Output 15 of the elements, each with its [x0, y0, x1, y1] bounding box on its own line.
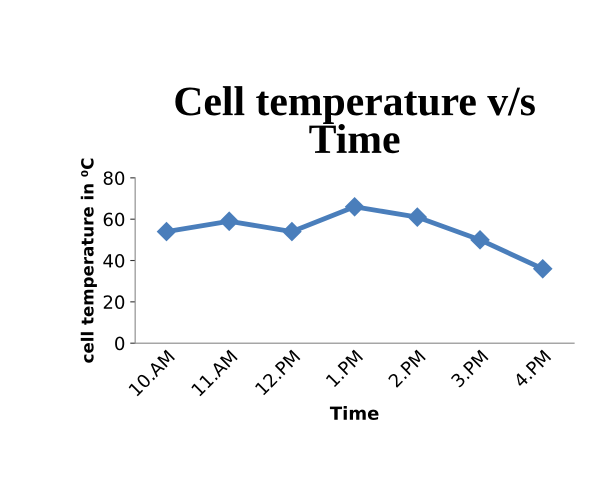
point [282, 222, 302, 242]
y-tick-label: 40 [103, 254, 124, 268]
point [220, 212, 239, 231]
chart-title: Cell temperature v/s Time [175, 86, 535, 154]
y-tick-label: 80 [104, 171, 124, 185]
point [470, 230, 490, 250]
y-tick-label: 20 [104, 295, 124, 309]
y-axis-title: cell temperature in ⁰C [80, 158, 97, 363]
point [345, 197, 364, 216]
x-axis-title: Time [330, 406, 379, 420]
point [408, 208, 427, 227]
y-tick-label: 60 [104, 212, 124, 226]
y-tick-label: 0 [115, 336, 124, 350]
point [533, 259, 552, 278]
point [156, 222, 176, 242]
